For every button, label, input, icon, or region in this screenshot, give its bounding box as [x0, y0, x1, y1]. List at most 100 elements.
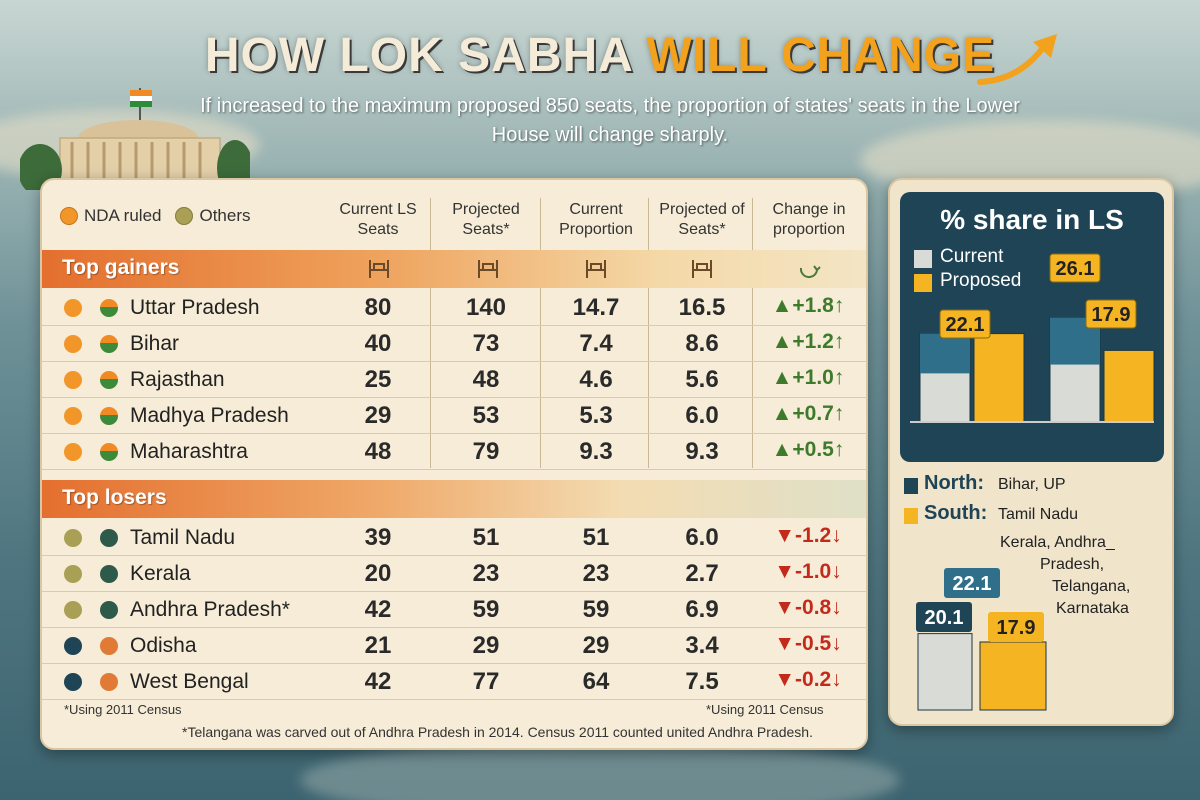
change-value: -0.8	[795, 596, 832, 619]
table-row: Andhra Pradesh* 42 59 59 6.9 ▼-0.8↓	[42, 592, 866, 628]
triangle-down-icon: ▼	[774, 668, 796, 691]
value-label: 22.1	[953, 573, 992, 595]
state-name: Kerala	[130, 562, 191, 585]
table-row: Uttar Pradesh 80 140 14.7 16.5 ▲+1.8↑	[42, 290, 866, 326]
legend-proposed-swatch	[914, 274, 932, 292]
legend-current: Current	[940, 246, 1004, 267]
arrow-down-icon: ↓	[831, 632, 842, 655]
arrow-down-icon: ↓	[831, 668, 842, 691]
cell-current-prop: 4.6	[579, 366, 613, 393]
cell-current-prop: 59	[582, 596, 610, 623]
subtitle: If increased to the maximum proposed 850…	[200, 95, 1020, 146]
share-title: % share in LS	[940, 204, 1124, 235]
triangle-down-icon: ▼	[774, 596, 796, 619]
page-title: HOW LOK SABHA WILL CHANGE	[0, 28, 1200, 83]
change-value: -0.5	[795, 632, 832, 655]
cloud-decoration	[300, 740, 900, 800]
cell-current-prop: 9.3	[579, 438, 613, 465]
section-top-losers: Top losers	[42, 480, 866, 518]
value-label: 20.1	[925, 607, 964, 629]
legend-current-swatch	[914, 250, 932, 268]
column-divider	[648, 198, 649, 468]
cell-current-prop: 23	[582, 560, 610, 587]
state-name: Bihar	[130, 332, 180, 355]
arrow-down-icon: ↓	[831, 560, 842, 583]
cell-current-seats: 42	[364, 596, 392, 623]
value-label: 17.9	[1092, 304, 1131, 326]
column-divider	[540, 198, 541, 468]
table-header: NDA ruled Others Current LS Seats Projec…	[42, 180, 866, 246]
arrow-up-icon: ↑	[833, 330, 845, 353]
change-up-value: ▲+0.7↑	[758, 402, 858, 426]
change-down-value: ▼-1.0↓	[758, 560, 858, 584]
cell-current-seats: 39	[364, 524, 392, 551]
cell-projected-seats: 48	[472, 366, 500, 393]
arrow-up-icon: ↑	[833, 402, 845, 425]
change-up-value: ▲+1.0↑	[758, 366, 858, 390]
footnote-left: *Using 2011 Census	[64, 702, 182, 717]
change-value: +1.0	[792, 366, 834, 389]
share-chart-box: % share in LS Current Proposed 22.1 26.1 1…	[900, 192, 1164, 462]
change-value: -0.2	[795, 668, 832, 691]
change-value: +0.5	[792, 438, 834, 461]
change-value: +1.8	[792, 294, 834, 317]
cell-current-seats: 48	[364, 438, 392, 465]
north-key-swatch	[904, 478, 918, 494]
col-header-projected-proportion: Projected of Seats*	[659, 201, 745, 238]
change-value: +1.2	[792, 330, 834, 353]
value-tag	[1085, 299, 1137, 329]
value-tag	[939, 309, 991, 339]
cell-projected-prop: 8.6	[685, 330, 719, 357]
change-value: -1.0	[795, 560, 832, 583]
column-divider	[430, 198, 431, 468]
south-states-5: Karnataka	[1056, 600, 1129, 617]
cell-projected-prop: 9.3	[685, 438, 719, 465]
cell-projected-prop: 3.4	[685, 632, 719, 659]
cell-projected-seats: 53	[472, 402, 500, 429]
seat-icon	[692, 260, 712, 278]
cell-current-seats: 20	[364, 560, 392, 587]
arrow-up-icon: ↑	[833, 294, 845, 317]
party-dot-icon	[64, 299, 82, 317]
state-name: Andhra Pradesh*	[130, 598, 290, 621]
cell-current-seats: 21	[364, 632, 392, 659]
cell-projected-prop: 7.5	[685, 668, 719, 695]
south-key: South:	[924, 502, 988, 524]
share-bar-chart: 22.1 26.1 17.9	[910, 253, 1155, 423]
state-emblem-icon	[100, 335, 118, 353]
cell-projected-seats: 140	[465, 294, 507, 321]
cell-projected-seats: 77	[472, 668, 500, 695]
label-north: North	[938, 428, 994, 451]
change-up-value: ▲+1.8↑	[758, 294, 858, 318]
table-row: Rajasthan 25 48 4.6 5.6 ▲+1.0↑	[42, 362, 866, 398]
state-emblem-icon	[100, 443, 118, 461]
section-label-losers: Top losers	[62, 486, 167, 509]
bar-north-proposed	[973, 333, 1025, 423]
column-divider	[752, 198, 753, 468]
south-states-2: Kerala, Andhra_	[1000, 534, 1115, 551]
change-down-value: ▼-0.5↓	[758, 632, 858, 656]
cell-current-prop: 5.3	[579, 402, 613, 429]
south-states-1: Tamil Nadu	[998, 506, 1079, 523]
legend-proposed: Proposed	[940, 270, 1022, 291]
cell-current-prop: 29	[582, 632, 610, 659]
change-up-value: ▲+1.2↑	[758, 330, 858, 354]
table-row: Madhya Pradesh 29 53 5.3 6.0 ▲+0.7↑	[42, 398, 866, 434]
legend-others: Others	[199, 206, 251, 225]
state-emblem-icon	[100, 299, 118, 317]
others-dot-icon	[175, 207, 194, 225]
south-states-3: Pradesh,	[1040, 556, 1105, 573]
state-name: Madhya Pradesh	[130, 404, 289, 427]
arrow-up-icon	[977, 34, 1057, 85]
cell-projected-prop: 2.7	[685, 560, 719, 587]
party-dot-icon	[64, 335, 82, 353]
table-row: Tamil Nadu 39 51 51 6.0 ▼-1.2↓	[42, 520, 866, 556]
data-table-panel: NDA ruled Others Current LS Seats Projec…	[40, 178, 868, 750]
share-panel: % share in LS Current Proposed 22.1 26.1 1…	[888, 178, 1174, 726]
party-dot-icon	[64, 371, 82, 389]
value-label: 17.9	[997, 617, 1036, 639]
triangle-up-icon: ▲	[771, 438, 793, 461]
cell-projected-prop: 6.0	[685, 402, 719, 429]
col-header-change: Change in proportion	[772, 201, 846, 238]
south-states-4: Telangana,	[1052, 578, 1131, 595]
